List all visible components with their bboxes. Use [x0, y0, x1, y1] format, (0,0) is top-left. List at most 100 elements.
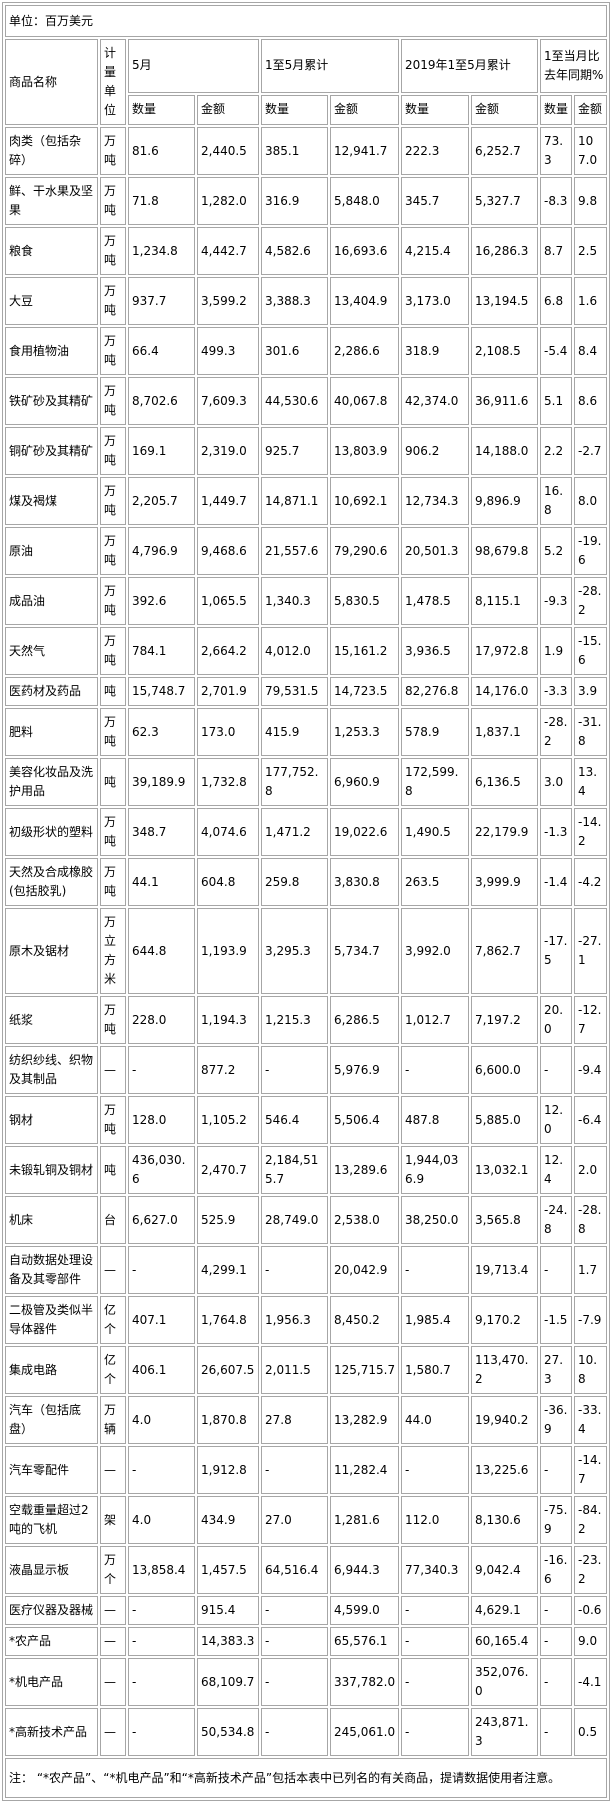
value-cell: 3.0: [540, 758, 572, 806]
value-cell: 1,912.8: [197, 1446, 259, 1494]
value-cell: 925.7: [261, 427, 328, 475]
commodity-name-cell: 纸浆: [5, 996, 98, 1044]
value-cell: 3,999.9: [471, 858, 538, 906]
value-cell: 13,289.6: [330, 1146, 399, 1194]
value-cell: 172,599.8: [401, 758, 469, 806]
value-cell: 8,450.2: [330, 1296, 399, 1344]
value-cell: -: [540, 1658, 572, 1706]
value-cell: 13,404.9: [330, 277, 399, 325]
value-cell: 2,205.7: [128, 477, 195, 525]
value-cell: 8.7: [540, 227, 572, 275]
value-cell: 177,752.8: [261, 758, 328, 806]
table-row: 集成电路 亿个 406.1 26,607.5 2,011.5 125,715.7 1,580…: [5, 1346, 608, 1394]
measure-unit-cell: 万辆: [100, 1396, 126, 1444]
table-row: *农产品 — -14,383.3-65,576.1-60,165.4-9.0: [5, 1627, 608, 1656]
col-header-may-qty: 数量: [128, 94, 195, 125]
value-cell: 2.5: [574, 227, 608, 275]
value-cell: 3,565.8: [471, 1196, 538, 1244]
value-cell: 50,534.8: [197, 1708, 259, 1756]
value-cell: 1,580.7: [401, 1346, 469, 1394]
value-cell: -28.2: [574, 577, 608, 625]
commodity-name-cell: 二极管及类似半导体器件: [5, 1296, 98, 1344]
commodity-name-cell: 汽车（包括底盘）: [5, 1396, 98, 1444]
value-cell: 915.4: [197, 1596, 259, 1625]
col-header-yoy-qty: 数量: [540, 94, 572, 125]
value-cell: 128.0: [128, 1096, 195, 1144]
measure-unit-cell: 吨: [100, 1146, 126, 1194]
measure-unit-cell: —: [100, 1596, 126, 1625]
value-cell: 2,538.0: [330, 1196, 399, 1244]
value-cell: 434.9: [197, 1496, 259, 1544]
value-cell: 4,599.0: [330, 1596, 399, 1625]
value-cell: 487.8: [401, 1096, 469, 1144]
value-cell: 16.8: [540, 477, 572, 525]
value-cell: 301.6: [261, 327, 328, 375]
value-cell: 1,732.8: [197, 758, 259, 806]
value-cell: 1,065.5: [197, 577, 259, 625]
value-cell: 499.3: [197, 327, 259, 375]
value-cell: 2,664.2: [197, 627, 259, 675]
commodity-name-cell: 未锻轧铜及铜材: [5, 1146, 98, 1194]
value-cell: 9,468.6: [197, 527, 259, 575]
col-group-yoy-percent: 1至当月比去年同期%: [540, 39, 608, 93]
value-cell: -27.1: [574, 908, 608, 994]
value-cell: 65,576.1: [330, 1627, 399, 1656]
col-header-measure-unit: 计量单位: [100, 39, 126, 125]
measure-unit-cell: 亿个: [100, 1346, 126, 1394]
value-cell: -17.5: [540, 908, 572, 994]
value-cell: 604.8: [197, 858, 259, 906]
measure-unit-cell: —: [100, 1046, 126, 1094]
value-cell: 337,782.0: [330, 1658, 399, 1706]
value-cell: 28,749.0: [261, 1196, 328, 1244]
value-cell: 2,470.7: [197, 1146, 259, 1194]
value-cell: -12.7: [574, 996, 608, 1044]
value-cell: 345.7: [401, 177, 469, 225]
commodity-name-cell: 天然气: [5, 627, 98, 675]
table-row: 天然及合成橡胶(包括胶乳) 万吨 44.1 604.8 259.8 3,830.8 263.…: [5, 858, 608, 906]
table-footer: 注： “*农产品”、“*机电产品”和“*高新技术产品”包括本表中已列名的有关商品…: [5, 1758, 608, 1798]
value-cell: 4,796.9: [128, 527, 195, 575]
commodity-name-cell: 汽车零配件: [5, 1446, 98, 1494]
value-cell: 316.9: [261, 177, 328, 225]
value-cell: 13,803.9: [330, 427, 399, 475]
table-row: 食用植物油 万吨 66.4 499.3 301.6 2,286.6 318.9 2,108.5…: [5, 327, 608, 375]
value-cell: 2,184,515.7: [261, 1146, 328, 1194]
value-cell: -75.9: [540, 1496, 572, 1544]
value-cell: 318.9: [401, 327, 469, 375]
measure-unit-cell: 万吨: [100, 427, 126, 475]
value-cell: -: [401, 1246, 469, 1294]
commodity-name-cell: 集成电路: [5, 1346, 98, 1394]
commodity-name-cell: *高新技术产品: [5, 1708, 98, 1756]
measure-unit-cell: 吨: [100, 758, 126, 806]
value-cell: 9,042.4: [471, 1546, 538, 1594]
value-cell: 415.9: [261, 708, 328, 756]
value-cell: 12,734.3: [401, 477, 469, 525]
value-cell: 19,713.4: [471, 1246, 538, 1294]
measure-unit-cell: 万吨: [100, 377, 126, 425]
commodity-name-cell: 液晶显示板: [5, 1546, 98, 1594]
value-cell: -24.8: [540, 1196, 572, 1244]
value-cell: 348.7: [128, 808, 195, 856]
value-cell: 5.1: [540, 377, 572, 425]
value-cell: 8.0: [574, 477, 608, 525]
measure-unit-cell: —: [100, 1708, 126, 1756]
value-cell: 73.3: [540, 127, 572, 175]
value-cell: -: [540, 1246, 572, 1294]
commodity-name-cell: 原木及锯材: [5, 908, 98, 994]
value-cell: -28.8: [574, 1196, 608, 1244]
value-cell: 13.4: [574, 758, 608, 806]
value-cell: 0.5: [574, 1708, 608, 1756]
table-row: *机电产品 — -68,109.7-337,782.0-352,076.0- -4.1: [5, 1658, 608, 1706]
value-cell: 22,179.9: [471, 808, 538, 856]
value-cell: 125,715.7: [330, 1346, 399, 1394]
table-row: 医疗仪器及器械 — -915.4-4,599.0-4,629.1- -0.6: [5, 1596, 608, 1625]
value-cell: -31.8: [574, 708, 608, 756]
value-cell: 6.8: [540, 277, 572, 325]
value-cell: 877.2: [197, 1046, 259, 1094]
commodity-name-cell: 肥料: [5, 708, 98, 756]
table-row: 铁矿砂及其精矿 万吨 8,702.6 7,609.3 44,530.6 40,067.8 4…: [5, 377, 608, 425]
commodity-name-cell: 自动数据处理设备及其零部件: [5, 1246, 98, 1294]
measure-unit-cell: 万吨: [100, 227, 126, 275]
table-body: 肉类（包括杂碎） 万吨 81.6 2,440.5 385.1 12,941.7 222.3 6…: [5, 127, 608, 1756]
table-row: 煤及褐煤 万吨 2,205.7 1,449.7 14,871.1 10,692.1 12,7…: [5, 477, 608, 525]
